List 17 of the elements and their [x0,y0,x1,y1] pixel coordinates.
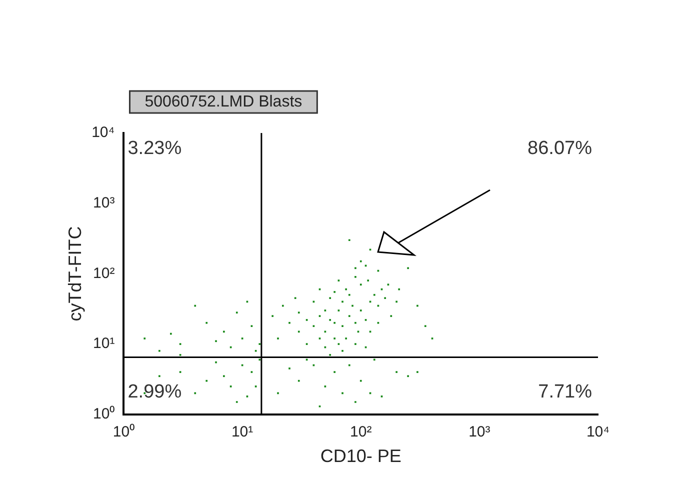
x-axis-title: CD10- PE [320,446,402,466]
y-tick-label: 10² [93,264,115,282]
x-tick-label: 10⁰ [112,424,135,441]
y-tick-label: 10¹ [93,335,115,352]
annotation: 86.07% [528,138,592,160]
y-tick-label: 10³ [93,194,115,212]
annotation: 2.99% [128,382,182,403]
x-tick-label: 10⁴ [586,424,610,441]
y-tick-label: 10⁰ [93,406,115,423]
x-tick-label: 10² [350,424,372,441]
y-axis-title: cyTdT-FITC [64,226,85,322]
annotation: 7.71% [538,382,592,403]
x-tick-label: 10³ [468,424,490,441]
x-tick-label: 10¹ [231,424,254,441]
annotation: 3.23% [128,138,182,160]
chart-title: 50060752.LMD Blasts [144,93,302,110]
y-tick-label: 10⁴ [92,124,115,142]
